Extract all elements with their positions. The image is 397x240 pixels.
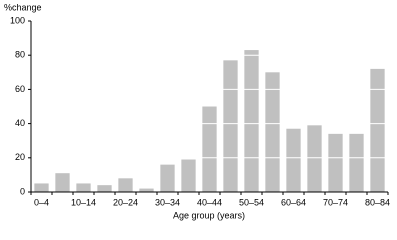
x-tick-label: 80–84	[365, 197, 390, 207]
bar	[286, 128, 301, 192]
y-axis-label: %change	[4, 2, 42, 12]
x-axis-label: Age group (years)	[173, 210, 245, 220]
x-tick-label: 50–54	[239, 197, 264, 207]
bar	[202, 106, 217, 192]
x-tick-label: 40–44	[197, 197, 222, 207]
bar	[328, 133, 343, 192]
chart: %change Age group (years) 0–4 10–14 20–24 3…	[4, 2, 390, 220]
bar	[223, 60, 238, 192]
x-tick-label: 10–14	[71, 197, 96, 207]
x-tick-label: 60–64	[281, 197, 306, 207]
x-tick-label: 70–74	[323, 197, 348, 207]
y-tick-label: 40	[15, 118, 25, 128]
y-tick-label: 0	[20, 186, 25, 196]
x-tick-label: 20–24	[113, 197, 138, 207]
y-tick-label: 80	[15, 50, 25, 60]
bar	[307, 125, 322, 192]
bar	[370, 68, 385, 192]
bar	[181, 159, 196, 192]
bar	[160, 164, 175, 192]
bar	[244, 50, 259, 192]
bar	[76, 183, 91, 192]
bar	[349, 133, 364, 192]
bar	[118, 178, 133, 192]
bar	[97, 185, 112, 192]
x-tick-label: 0–4	[34, 197, 49, 207]
bar	[265, 72, 280, 192]
bar	[139, 188, 154, 192]
y-tick-label: 20	[15, 152, 25, 162]
x-tick-label: 30–34	[155, 197, 180, 207]
bar	[34, 183, 49, 192]
bar	[55, 173, 70, 192]
y-tick-label: 100	[10, 15, 25, 25]
y-tick-label: 60	[15, 84, 25, 94]
